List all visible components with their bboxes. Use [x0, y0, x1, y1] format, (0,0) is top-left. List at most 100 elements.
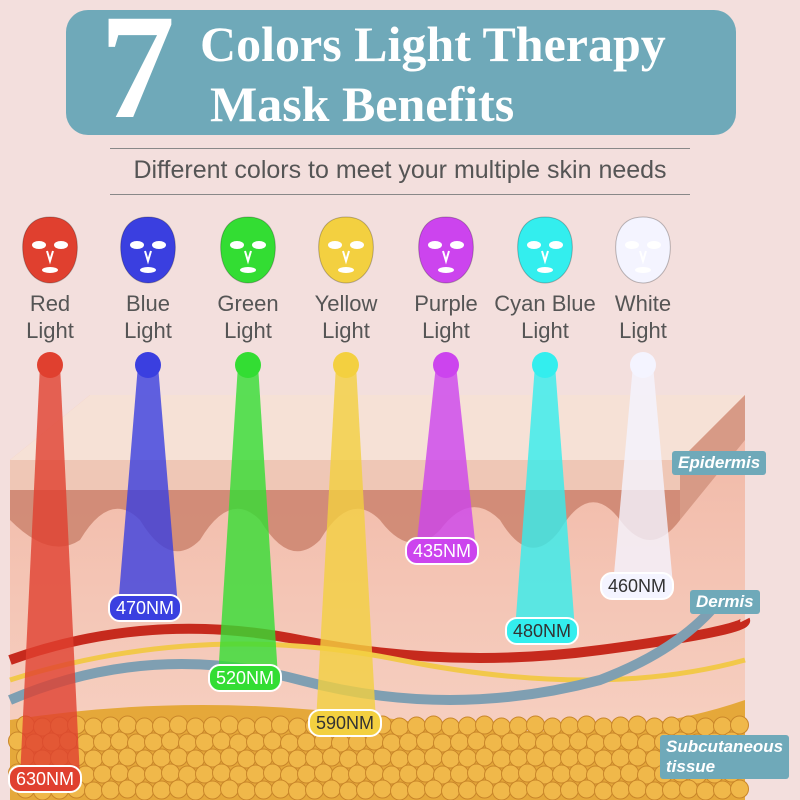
fat-cell	[730, 779, 749, 799]
fat-cell	[552, 732, 571, 752]
fat-cell	[118, 715, 137, 735]
light-label-line2: Light	[124, 318, 172, 343]
light-source-dot	[532, 352, 558, 378]
fat-cell	[713, 780, 732, 800]
light-source-dot	[135, 352, 161, 378]
fat-cell	[84, 781, 103, 800]
epidermis-layer	[10, 490, 680, 552]
vein	[8, 596, 724, 705]
fat-cell	[552, 764, 571, 784]
skin-surface	[10, 395, 745, 460]
fat-cell	[263, 763, 282, 783]
light-label: Purple Light	[391, 290, 501, 344]
fat-cell	[169, 715, 188, 735]
fat-cell	[152, 780, 171, 800]
fat-cell	[518, 763, 537, 783]
fat-cell	[611, 780, 630, 800]
fat-cell	[373, 779, 392, 799]
mask-icon	[215, 215, 281, 285]
fat-cell	[603, 732, 622, 752]
mask-icon	[313, 215, 379, 285]
fat-cell	[110, 763, 129, 783]
light-beam	[316, 365, 376, 722]
fat-cell	[322, 779, 341, 799]
light-beam	[20, 365, 80, 778]
fat-cell	[662, 780, 681, 800]
light-beam	[218, 365, 278, 677]
fat-cell	[416, 731, 435, 751]
fat-cell	[161, 731, 180, 751]
divider	[110, 194, 690, 195]
fat-cell	[322, 747, 341, 767]
fat-cell	[297, 732, 316, 752]
fat-cell	[246, 732, 265, 752]
fat-cell	[271, 747, 290, 767]
fat-cell	[518, 731, 537, 751]
fat-cell	[135, 781, 154, 800]
wavelength-badge: 460NM	[600, 572, 675, 600]
fat-cell	[441, 781, 460, 800]
fat-cell	[475, 779, 494, 799]
light-label-line1: Red	[29, 291, 71, 316]
mask-icon	[115, 215, 181, 285]
light-source-dot	[433, 352, 459, 378]
fat-cell	[195, 764, 214, 784]
light-label: Green Light	[193, 290, 303, 344]
fat-cell	[305, 780, 324, 800]
fat-cell	[161, 763, 180, 783]
light-label-line1: White	[614, 291, 672, 316]
fat-cell	[399, 732, 418, 752]
fat-cell	[390, 781, 409, 800]
fat-cell	[628, 779, 647, 799]
fat-cell	[110, 731, 129, 751]
fat-cell	[356, 780, 375, 800]
light-label-line2: Light	[521, 318, 569, 343]
fat-cell	[271, 715, 290, 735]
fat-cell	[492, 781, 511, 800]
fat-cell	[220, 779, 239, 799]
fat-cell	[679, 779, 698, 799]
fat-cell	[118, 779, 137, 799]
fat-cell	[560, 780, 579, 800]
fat-cell	[628, 747, 647, 767]
fat-cell	[263, 731, 282, 751]
wavelength-badge: 630NM	[8, 765, 83, 793]
fat-cell	[577, 715, 596, 735]
fat-cell	[628, 715, 647, 735]
fat-cell	[399, 764, 418, 784]
fat-cell	[212, 763, 231, 783]
fat-cell	[509, 780, 528, 800]
fat-cell	[195, 732, 214, 752]
label-epidermis: Epidermis	[672, 451, 767, 475]
fat-cell	[237, 781, 256, 800]
fat-cell	[467, 763, 486, 783]
fat-cell	[348, 764, 367, 784]
label-dermis: Dermis	[690, 590, 760, 614]
light-beam	[416, 365, 476, 550]
mask-icon	[413, 215, 479, 285]
fat-cell	[203, 780, 222, 800]
light-label: Yellow Light	[291, 290, 401, 344]
fat-cell	[220, 715, 239, 735]
fat-cell	[543, 781, 562, 800]
fat-cell	[254, 780, 273, 800]
fat-cell	[450, 732, 469, 752]
label-subcutaneous: Subcutaneous tissue	[660, 735, 790, 779]
light-beam	[515, 365, 575, 630]
mask-icon	[17, 215, 83, 285]
fat-cell	[501, 732, 520, 752]
fat-cell	[424, 779, 443, 799]
light-label-line1: Blue	[125, 291, 171, 316]
fat-cell	[169, 747, 188, 767]
light-source-dot	[235, 352, 261, 378]
fat-cell	[212, 731, 231, 751]
fat-cell	[577, 747, 596, 767]
fat-cell	[169, 779, 188, 799]
label-subcutaneous-line2: tissue	[666, 757, 716, 776]
fat-cell	[620, 763, 639, 783]
light-beam	[118, 365, 178, 607]
wavelength-badge: 435NM	[405, 537, 480, 565]
fat-cell	[144, 764, 163, 784]
fat-cell	[339, 781, 358, 800]
fat-cell	[450, 764, 469, 784]
